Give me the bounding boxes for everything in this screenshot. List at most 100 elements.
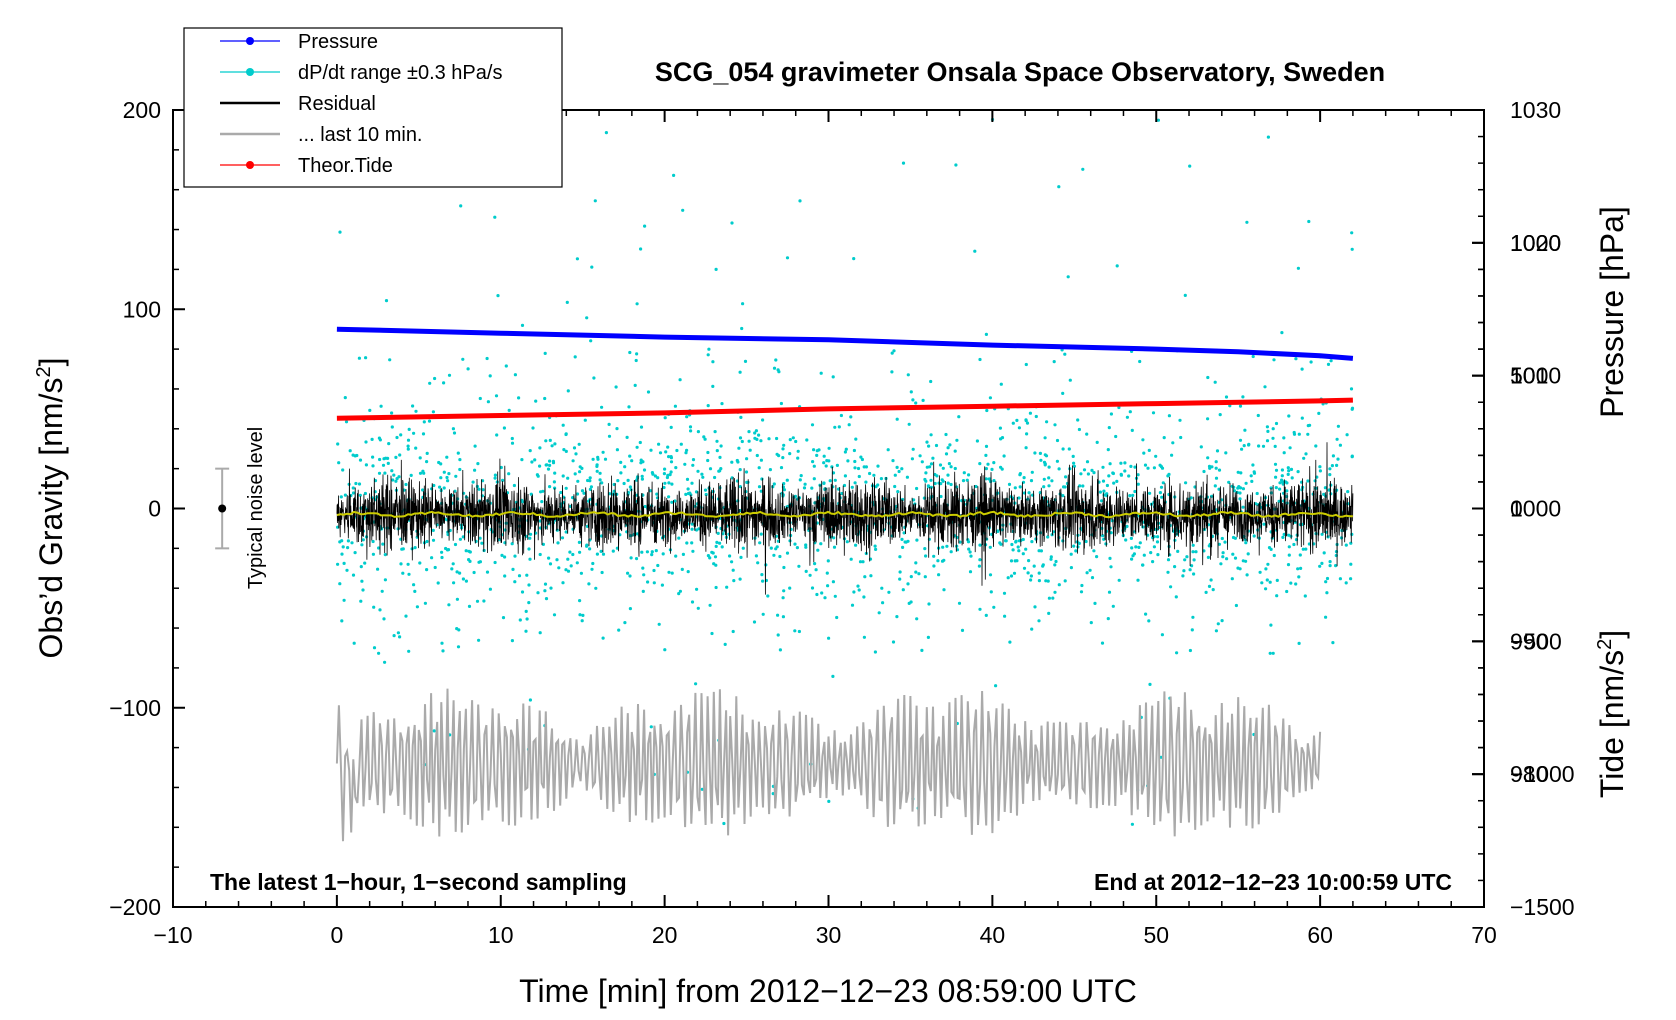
dpdt-point <box>645 550 650 554</box>
dpdt-point <box>507 408 511 412</box>
dpdt-point <box>1207 584 1212 589</box>
dpdt-point <box>600 405 604 409</box>
dpdt-point <box>357 356 361 360</box>
dpdt-point <box>383 471 387 475</box>
dpdt-point <box>650 471 655 475</box>
dpdt-point <box>425 539 429 544</box>
dpdt-point <box>772 366 777 370</box>
dpdt-point <box>1213 380 1217 384</box>
dpdt-point <box>1275 594 1279 598</box>
dpdt-point <box>1002 454 1006 458</box>
dpdt-point <box>774 358 778 362</box>
dpdt-point <box>714 267 718 271</box>
dpdt-point <box>1239 471 1243 475</box>
dpdt-point <box>898 570 902 574</box>
dpdt-point <box>566 476 570 480</box>
dpdt-point <box>1328 560 1332 564</box>
dpdt-point <box>452 581 456 585</box>
dpdt-point <box>432 483 436 488</box>
dpdt-point <box>1303 594 1307 598</box>
dpdt-point <box>544 439 548 443</box>
dpdt-point <box>553 442 557 446</box>
dpdt-point <box>390 469 394 473</box>
dpdt-point <box>1266 562 1270 566</box>
y-pressure-tick-label: 1010 <box>1510 363 1561 389</box>
dpdt-point <box>900 467 904 471</box>
dpdt-point <box>720 545 724 549</box>
dpdt-point <box>984 467 989 471</box>
dpdt-point <box>1022 566 1027 570</box>
dpdt-point <box>835 615 839 620</box>
dpdt-point <box>623 465 627 469</box>
dpdt-point <box>1024 418 1028 422</box>
dpdt-point <box>1192 558 1196 562</box>
dpdt-point <box>661 552 665 556</box>
dpdt-point <box>857 474 861 479</box>
legend-box <box>183 27 563 188</box>
dpdt-point <box>1018 485 1022 489</box>
dpdt-point <box>564 568 568 572</box>
dpdt-point <box>575 561 579 565</box>
dpdt-point <box>880 586 884 590</box>
dpdt-point <box>759 532 763 536</box>
dpdt-point <box>504 364 508 368</box>
y-pressure-tick-label: 1030 <box>1510 97 1561 123</box>
dpdt-point <box>793 629 797 633</box>
dpdt-point <box>495 433 499 437</box>
dpdt-point <box>755 437 759 441</box>
dpdt-point <box>1304 452 1308 456</box>
dpdt-point <box>1206 417 1210 421</box>
dpdt-point <box>1191 615 1195 619</box>
dpdt-point <box>988 545 992 549</box>
dpdt-point <box>1344 581 1348 585</box>
dpdt-point <box>371 464 375 468</box>
dpdt-point <box>660 583 665 587</box>
dpdt-point <box>1033 605 1037 609</box>
dpdt-point <box>439 476 443 480</box>
dpdt-point <box>704 492 708 497</box>
dpdt-point <box>907 601 911 606</box>
dpdt-point <box>748 448 752 452</box>
dpdt-point <box>588 476 592 480</box>
dpdt-point <box>548 438 552 442</box>
dpdt-point <box>948 443 952 447</box>
dpdt-point <box>1160 495 1164 499</box>
dpdt-point <box>796 449 800 453</box>
dpdt-point <box>1011 548 1015 552</box>
dpdt-point <box>371 539 375 544</box>
dpdt-point <box>1299 566 1303 571</box>
dpdt-point <box>1166 474 1170 478</box>
dpdt-point <box>1280 468 1284 472</box>
dpdt-point <box>994 684 998 688</box>
dpdt-point <box>694 490 699 494</box>
dpdt-point <box>1130 428 1134 432</box>
dpdt-point <box>1016 545 1020 549</box>
dpdt-point <box>703 488 708 492</box>
dpdt-point <box>578 613 582 617</box>
dpdt-point <box>696 606 700 610</box>
dpdt-point <box>569 564 573 568</box>
dpdt-point <box>1287 469 1291 473</box>
dpdt-point <box>482 599 486 603</box>
dpdt-point <box>442 486 446 490</box>
dpdt-point <box>662 485 666 490</box>
dpdt-point <box>566 569 571 573</box>
dpdt-point <box>538 446 542 450</box>
dpdt-point <box>1324 615 1328 619</box>
dpdt-point <box>927 602 931 606</box>
dpdt-point <box>1047 476 1051 480</box>
dpdt-point <box>849 415 853 419</box>
dpdt-point <box>1085 460 1090 464</box>
dpdt-point <box>755 453 759 458</box>
dpdt-point <box>459 204 463 208</box>
dpdt-point <box>723 642 727 647</box>
dpdt-point <box>536 591 540 595</box>
x-tick-label: 70 <box>1471 922 1497 948</box>
dpdt-point <box>932 554 936 558</box>
dpdt-point <box>1255 491 1259 496</box>
dpdt-point <box>1030 540 1034 544</box>
dpdt-point <box>1160 466 1165 470</box>
dpdt-point <box>646 580 650 584</box>
dpdt-point <box>1242 444 1246 448</box>
dpdt-point <box>879 477 884 481</box>
